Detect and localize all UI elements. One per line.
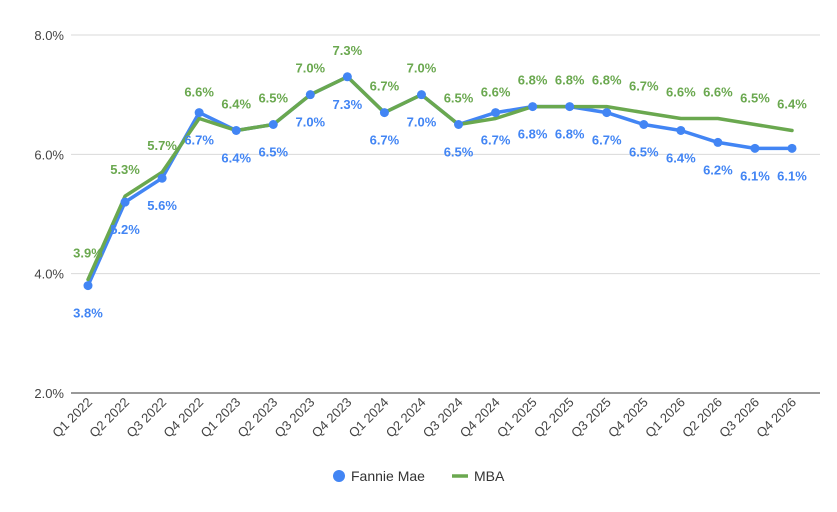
data-label: 3.9% (73, 246, 103, 261)
data-label: 6.4% (221, 96, 251, 111)
legend-label: Fannie Mae (351, 468, 425, 484)
data-label: 3.8% (73, 306, 103, 321)
data-label: 6.6% (703, 85, 733, 100)
data-point (565, 102, 575, 112)
data-point (454, 120, 464, 129)
x-tick-label: Q1 2024 (346, 395, 392, 441)
data-label: 6.4% (777, 96, 807, 111)
data-label: 5.7% (147, 138, 177, 153)
data-label: 7.0% (295, 115, 325, 130)
data-label: 6.6% (666, 85, 696, 100)
data-label: 6.5% (258, 91, 288, 106)
data-point (676, 125, 686, 135)
x-tick-label: Q1 2026 (642, 395, 688, 441)
y-tick-label: 2.0% (34, 386, 64, 401)
data-label: 6.4% (221, 150, 251, 165)
data-label: 7.3% (333, 43, 363, 58)
data-point (83, 281, 93, 291)
x-tick-label: Q3 2025 (568, 395, 614, 441)
data-label: 6.6% (184, 85, 214, 100)
y-tick-label: 8.0% (34, 28, 64, 43)
x-tick-label: Q2 2026 (679, 395, 725, 441)
data-label: 6.7% (184, 133, 214, 148)
x-tick-label: Q4 2025 (605, 395, 651, 441)
data-point (305, 90, 315, 100)
data-label: 6.5% (740, 91, 770, 106)
data-label: 5.3% (110, 162, 140, 177)
x-tick-label: Q3 2026 (716, 395, 762, 441)
gridlines (71, 34, 820, 394)
data-point (602, 108, 612, 118)
data-labels: 3.8% 5.2% 5.6% 6.7% 6.4% 6.5% 7.0% 7.3% 6.7% 7.0%… (73, 43, 807, 321)
x-tick-label: Q4 2023 (309, 395, 355, 441)
y-axis: 2.0% 4.0% 6.0% 8.0% (34, 28, 64, 401)
data-label: 6.5% (258, 145, 288, 160)
data-label: 7.0% (407, 61, 437, 76)
data-point (231, 125, 241, 135)
x-tick-label: Q2 2023 (235, 395, 281, 441)
legend: Fannie Mae MBA (333, 468, 505, 484)
x-tick-label: Q2 2025 (531, 395, 577, 441)
data-point (268, 120, 278, 129)
data-point (194, 108, 204, 118)
data-point (639, 120, 649, 129)
data-point (157, 173, 167, 183)
x-tick-label: Q2 2024 (383, 395, 429, 441)
data-label: 7.0% (407, 115, 437, 130)
data-label: 5.2% (110, 222, 140, 237)
data-point (120, 197, 130, 207)
data-label: 6.4% (666, 150, 696, 165)
data-label: 6.8% (518, 127, 548, 142)
series-line-mba (86, 75, 794, 282)
data-label: 6.1% (777, 168, 807, 183)
data-label: 6.8% (555, 127, 585, 142)
x-tick-label: Q3 2022 (123, 395, 169, 441)
data-point (787, 143, 797, 153)
x-tick-label: Q1 2023 (197, 395, 243, 441)
series-lines (83, 72, 797, 291)
legend-marker-fannie-mae (333, 470, 345, 482)
data-label: 6.7% (481, 133, 511, 148)
data-point (416, 90, 426, 100)
data-label: 6.7% (370, 133, 400, 148)
data-label: 5.6% (147, 198, 177, 213)
data-label: 6.7% (592, 133, 622, 148)
legend-label: MBA (474, 468, 505, 484)
data-point (713, 137, 723, 147)
data-point (379, 108, 389, 118)
x-tick-label: Q4 2024 (457, 395, 503, 441)
x-tick-label: Q4 2022 (160, 395, 206, 441)
data-label: 6.5% (629, 145, 659, 160)
data-label: 6.5% (444, 91, 474, 106)
y-tick-label: 6.0% (34, 147, 64, 162)
x-tick-label: Q2 2022 (86, 395, 132, 441)
data-label: 6.1% (740, 168, 770, 183)
data-label: 7.0% (295, 61, 325, 76)
x-tick-label: Q3 2023 (272, 395, 318, 441)
x-tick-label: Q1 2022 (49, 395, 95, 441)
data-label: 6.5% (444, 145, 474, 160)
x-tick-label: Q3 2024 (420, 395, 466, 441)
data-label: 7.3% (333, 97, 363, 112)
data-label: 6.7% (370, 79, 400, 94)
data-label: 6.6% (481, 85, 511, 100)
x-tick-label: Q4 2026 (753, 395, 799, 441)
data-label: 6.2% (703, 162, 733, 177)
data-point (342, 72, 352, 82)
data-label: 6.7% (629, 79, 659, 94)
x-tick-label: Q1 2025 (494, 395, 540, 441)
data-point (750, 143, 760, 153)
y-tick-label: 4.0% (34, 267, 64, 282)
data-point (491, 108, 501, 118)
data-label: 6.8% (555, 73, 585, 88)
data-point (528, 102, 538, 112)
data-label: 6.8% (592, 73, 622, 88)
data-label: 6.8% (518, 73, 548, 88)
